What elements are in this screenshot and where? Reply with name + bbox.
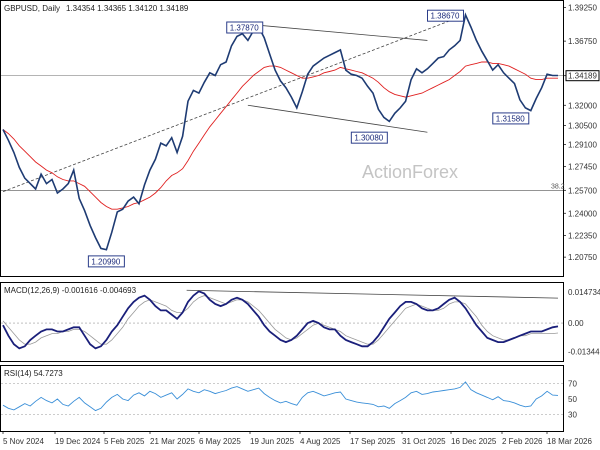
annotation-label-2: 1.30080 (354, 134, 383, 143)
annotation-box-2 (350, 131, 388, 144)
macd-layer (1, 289, 563, 350)
price-line (2, 12, 558, 251)
x-tick-label-0: 5 Nov 2024 (3, 437, 44, 446)
moving-average-line (2, 61, 558, 210)
axis-layer: 1.39250 1.36750 1.34189 1.32000 1.30500 1.291… (2, 3, 600, 446)
x-tick-label-5: 19 Jun 2025 (250, 437, 295, 446)
price-y-tick-label-10: 1.20750 (568, 253, 597, 262)
x-tick-label-6: 4 Aug 2025 (300, 437, 341, 446)
fib-label: 38.2 (551, 183, 565, 190)
annotation-label-1: 1.37870 (230, 24, 259, 33)
macd-y-tick-label-1: 0.00 (568, 319, 584, 328)
x-tick-label-9: 16 Dec 2025 (451, 437, 497, 446)
current-price-box (565, 70, 600, 82)
macd-trendline (186, 289, 559, 299)
price-y-tick-label-6: 1.27450 (568, 163, 597, 172)
trendline-2 (247, 104, 428, 133)
price-y-tick-label-9: 1.22350 (568, 232, 597, 241)
rsi-panel-frame (0, 365, 564, 432)
x-tick-label-7: 17 Sep 2025 (350, 437, 396, 446)
trendline-0 (2, 14, 466, 193)
x-tick-label-11: 18 Mar 2026 (547, 437, 592, 446)
annotation-box-3 (427, 9, 464, 22)
price-panel-frame (0, 0, 564, 277)
x-tick-label-4: 6 May 2025 (199, 437, 241, 446)
macd-signal-line (2, 295, 559, 345)
price-y-tick-label-3: 1.32000 (568, 101, 597, 110)
x-tick-label-1: 19 Dec 2024 (55, 437, 101, 446)
x-tick-label-3: 21 Mar 2025 (150, 437, 195, 446)
annotation-label-4: 1.31580 (496, 114, 525, 123)
macd-header: MACD(12,26,9) -0.001616 -0.004693 (4, 286, 137, 295)
macd-y-tick-label-0: 0.014734 (568, 288, 600, 297)
current-price-label: 1.34189 (568, 72, 597, 81)
price-y-tick-label-1: 1.36750 (568, 37, 597, 46)
price-y-tick-label-0: 1.39250 (568, 3, 597, 12)
annotation-box-4 (492, 112, 530, 125)
rsi-layer (1, 381, 563, 415)
annotation-label-3: 1.38670 (431, 12, 460, 21)
x-tick-label-10: 2 Feb 2026 (502, 437, 543, 446)
rsi-y-tick-label-2: 30 (568, 411, 577, 420)
rsi-header: RSI(14) 54.7273 (4, 369, 63, 378)
price-y-tick-label-5: 1.29100 (568, 140, 597, 149)
price-layer: 38.2 1.20990 1.37870 1.30080 1.38670 1.31580 (1, 9, 565, 268)
annotation-label-0: 1.20990 (91, 257, 120, 266)
x-tick-label-8: 31 Oct 2025 (402, 437, 446, 446)
rsi-line (2, 381, 559, 412)
annotation-box-0 (87, 255, 125, 268)
macd-line (2, 290, 559, 350)
watermark: ActionForex (362, 162, 458, 182)
trendline-1 (247, 23, 428, 41)
price-header-ohlc: 1.34354 1.34365 1.34120 1.34189 (66, 4, 189, 13)
price-header-symbol: GBPUSD, Daily (4, 4, 60, 13)
price-y-tick-label-8: 1.24000 (568, 209, 597, 218)
price-y-tick-label-4: 1.30500 (568, 122, 597, 131)
price-y-tick-label-7: 1.25700 (568, 186, 597, 195)
macd-y-tick-label-2: -0.013442 (568, 347, 600, 356)
rsi-y-tick-label-0: 70 (568, 380, 577, 389)
annotation-box-1 (226, 21, 264, 34)
x-tick-label-2: 5 Feb 2025 (104, 437, 145, 446)
rsi-y-tick-label-1: 50 (568, 395, 577, 404)
